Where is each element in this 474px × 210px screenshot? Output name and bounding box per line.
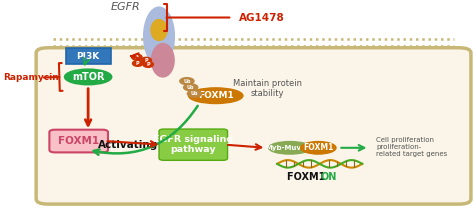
FancyBboxPatch shape (36, 48, 471, 204)
Ellipse shape (183, 84, 198, 91)
Text: FOXM1: FOXM1 (198, 91, 234, 100)
Ellipse shape (133, 60, 143, 66)
Ellipse shape (64, 69, 112, 85)
Text: AG1478: AG1478 (239, 13, 285, 22)
FancyBboxPatch shape (159, 129, 228, 160)
Text: P: P (145, 58, 148, 63)
Text: P: P (136, 61, 139, 66)
Ellipse shape (144, 7, 174, 66)
Text: mTOR: mTOR (72, 72, 104, 82)
Text: ON: ON (320, 172, 337, 182)
Text: Activating: Activating (98, 140, 158, 150)
Ellipse shape (143, 62, 154, 67)
Ellipse shape (269, 142, 311, 154)
Text: EGFR: EGFR (111, 2, 141, 12)
Text: PI3K: PI3K (76, 52, 100, 61)
Ellipse shape (152, 44, 174, 77)
Text: FOXM1: FOXM1 (58, 136, 99, 146)
FancyBboxPatch shape (66, 48, 110, 64)
Ellipse shape (132, 54, 142, 60)
Text: Ub: Ub (191, 91, 198, 96)
Text: FOXM1: FOXM1 (287, 172, 328, 182)
Ellipse shape (301, 142, 336, 154)
Ellipse shape (141, 57, 152, 63)
Ellipse shape (180, 78, 194, 85)
Ellipse shape (187, 90, 201, 97)
Text: Ub: Ub (187, 85, 194, 90)
Text: FOXM1: FOXM1 (303, 143, 334, 152)
Ellipse shape (189, 88, 243, 104)
Text: EGFR signaling
pathway: EGFR signaling pathway (153, 135, 233, 154)
Text: Maintain protein
stability: Maintain protein stability (233, 79, 302, 98)
Text: Ub: Ub (183, 79, 191, 84)
Text: P: P (146, 62, 150, 67)
Text: Myb-MuvB: Myb-MuvB (265, 145, 307, 151)
Text: Cell proliferation
proliferation-
related target genes: Cell proliferation proliferation- relate… (376, 137, 447, 157)
Text: P: P (135, 55, 138, 60)
Ellipse shape (151, 20, 167, 41)
FancyBboxPatch shape (49, 130, 108, 152)
Text: Rapamycin: Rapamycin (3, 73, 59, 82)
